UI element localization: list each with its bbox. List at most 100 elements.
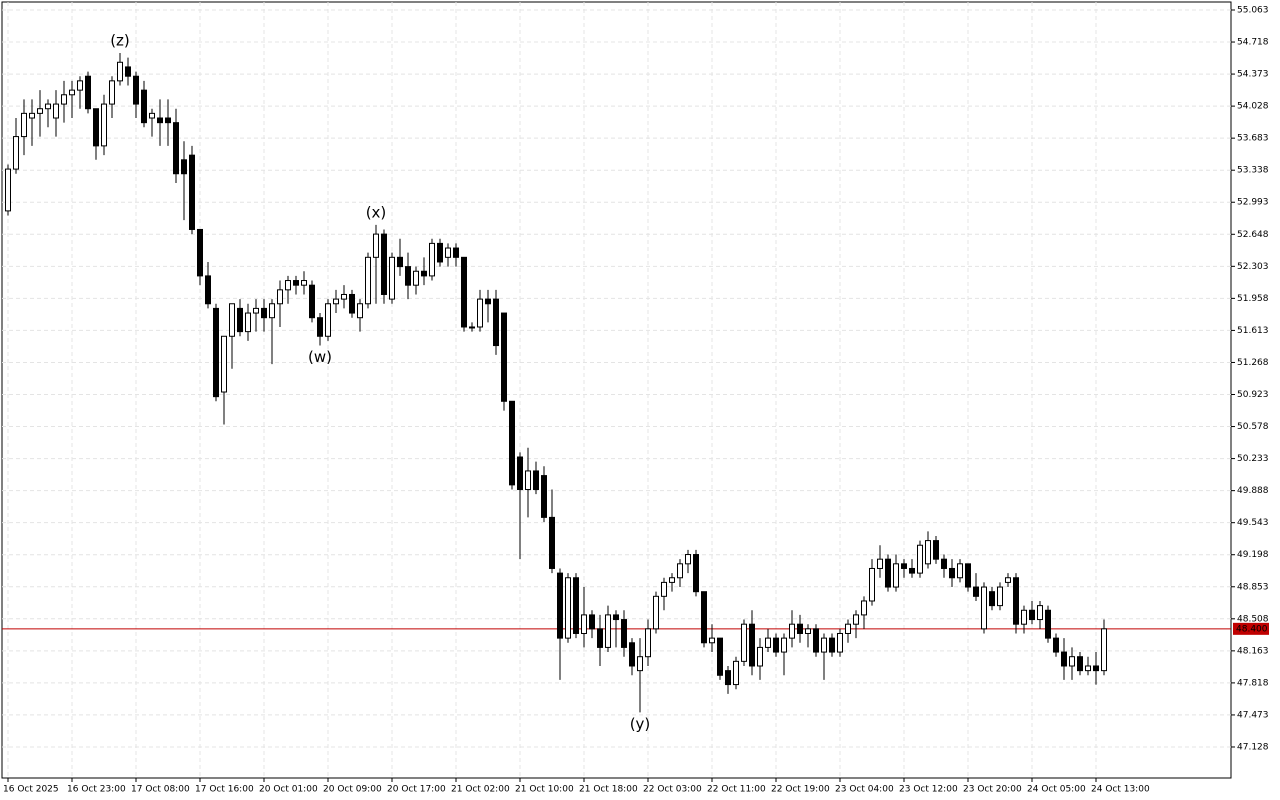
candle-body <box>261 307 267 319</box>
candle-body <box>893 563 899 588</box>
candle-body <box>5 168 11 212</box>
candle-body <box>813 628 819 653</box>
candle-body <box>861 600 867 616</box>
candle-body <box>117 61 123 82</box>
candle-body <box>453 247 459 258</box>
candle-body <box>933 540 939 560</box>
candle-body <box>717 637 723 676</box>
candle-body <box>485 298 491 305</box>
wave-label: (x) <box>366 203 387 221</box>
y-tick-label: 52.993 <box>1237 198 1269 208</box>
candle-body <box>597 628 603 648</box>
x-tick-label: 21 Oct 10:00 <box>515 785 574 795</box>
x-tick-label: 20 Oct 17:00 <box>387 785 446 795</box>
x-tick-label: 16 Oct 23:00 <box>67 785 126 795</box>
candle-body <box>1069 656 1075 667</box>
candle-body <box>325 303 331 337</box>
candle-body <box>509 400 515 486</box>
candle-body <box>789 623 795 639</box>
candle-body <box>1005 577 1011 583</box>
candle-body <box>573 577 579 634</box>
candle-body <box>1045 609 1051 639</box>
candle-body <box>1093 665 1099 672</box>
y-tick-label: 50.233 <box>1237 454 1269 464</box>
wave-label: (w) <box>308 348 332 366</box>
x-tick-label: 21 Oct 02:00 <box>451 785 510 795</box>
candle-body <box>965 563 971 588</box>
x-tick-label: 16 Oct 2025 <box>3 785 59 795</box>
candle-body <box>949 567 955 579</box>
candle-body <box>181 159 187 175</box>
x-tick-label: 21 Oct 18:00 <box>579 785 638 795</box>
y-tick-label: 48.853 <box>1237 582 1269 592</box>
candle-body <box>741 623 747 662</box>
candle-body <box>1061 651 1067 667</box>
candle-body <box>541 475 547 518</box>
candle-body <box>397 256 403 268</box>
candle-body <box>245 312 251 333</box>
candle-body <box>693 554 699 593</box>
candle-body <box>749 623 755 667</box>
candle-body <box>125 66 131 77</box>
candle-body <box>837 632 843 653</box>
candle-body <box>669 577 675 583</box>
y-tick-label: 50.578 <box>1237 422 1269 432</box>
x-tick-label: 23 Oct 12:00 <box>899 785 958 795</box>
candle-body <box>301 280 307 286</box>
candle-body <box>869 567 875 602</box>
x-tick-label: 20 Oct 01:00 <box>259 785 318 795</box>
candle-body <box>605 614 611 648</box>
candle-body <box>757 646 763 667</box>
candle-body <box>477 298 483 328</box>
candle-body <box>101 103 107 147</box>
x-tick-label: 23 Oct 04:00 <box>835 785 894 795</box>
candle-body <box>501 312 507 402</box>
candle-body <box>1021 609 1027 625</box>
candle-body <box>77 80 83 91</box>
y-tick-label: 54.373 <box>1237 70 1269 80</box>
x-tick-label: 22 Oct 19:00 <box>771 785 830 795</box>
candle-body <box>309 284 315 319</box>
candle-body <box>653 595 659 630</box>
candle-body <box>589 614 595 630</box>
candle-body <box>989 591 995 607</box>
candle-body <box>645 628 651 658</box>
candle-body <box>85 75 91 110</box>
candle-body <box>733 660 739 686</box>
x-tick-label: 20 Oct 09:00 <box>323 785 382 795</box>
candle-body <box>277 289 283 305</box>
candle-body <box>157 117 163 124</box>
candle-body <box>1029 609 1035 621</box>
x-tick-label: 22 Oct 03:00 <box>643 785 702 795</box>
x-tick-label: 24 Oct 05:00 <box>1027 785 1086 795</box>
candle-body <box>1085 665 1091 672</box>
candle-body <box>901 563 907 569</box>
candle-body <box>909 567 915 574</box>
candle-body <box>333 298 339 305</box>
candle-body <box>317 317 323 337</box>
candle-body <box>533 470 539 491</box>
candle-body <box>13 136 19 170</box>
candle-body <box>973 586 979 597</box>
candle-body <box>621 619 627 648</box>
candle-body <box>349 293 355 314</box>
candle-body <box>293 280 299 286</box>
candle-body <box>229 303 235 337</box>
candle-body <box>637 656 643 672</box>
y-tick-label: 47.128 <box>1237 742 1269 752</box>
candle-body <box>189 154 195 230</box>
last-price-label: 48.400 <box>1236 624 1268 634</box>
candle-body <box>1013 577 1019 625</box>
candle-body <box>925 540 931 565</box>
candle-body <box>213 307 219 398</box>
candle-body <box>581 614 587 634</box>
y-tick-label: 50.923 <box>1237 390 1269 400</box>
y-tick-label: 49.543 <box>1237 518 1269 528</box>
candle-body <box>941 558 947 569</box>
candle-body <box>469 326 475 329</box>
candle-body <box>413 270 419 286</box>
wave-label: (z) <box>110 31 130 49</box>
candle-body <box>357 303 363 319</box>
candle-body <box>1101 628 1107 672</box>
